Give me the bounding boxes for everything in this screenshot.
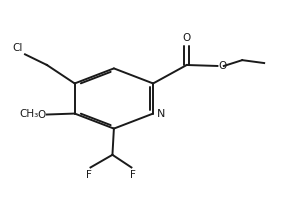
Text: F: F xyxy=(130,170,136,180)
Text: Cl: Cl xyxy=(12,43,23,53)
Text: O: O xyxy=(37,110,45,120)
Text: F: F xyxy=(86,170,92,180)
Text: N: N xyxy=(157,109,165,119)
Text: CH₃: CH₃ xyxy=(19,109,39,119)
Text: O: O xyxy=(183,33,191,43)
Text: O: O xyxy=(219,61,227,71)
